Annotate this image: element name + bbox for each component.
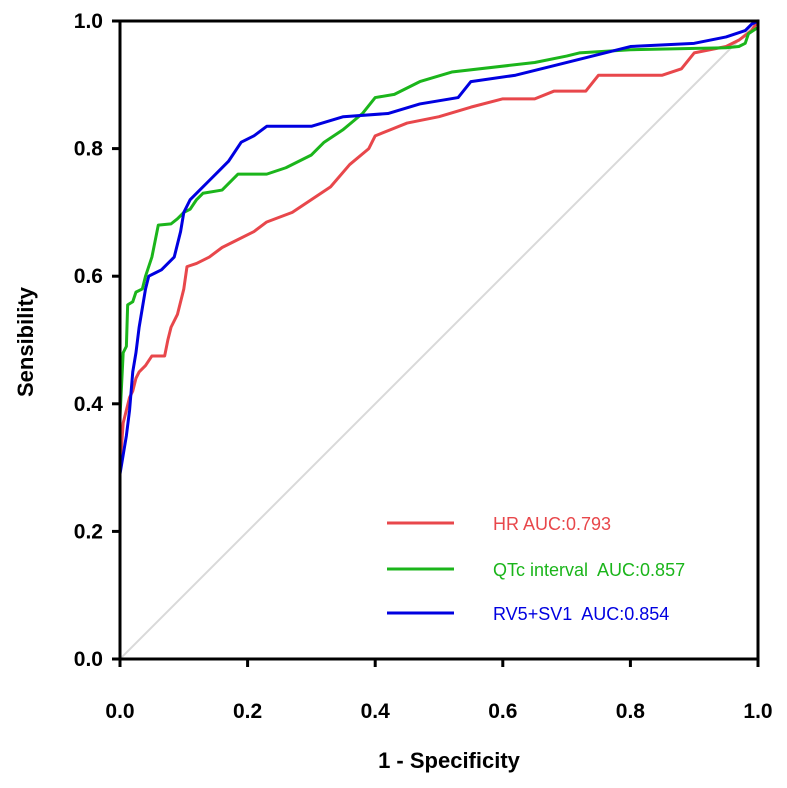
legend: HR AUC:0.793 QTc interval AUC:0.857 RV5+SV… (387, 514, 685, 624)
x-tick-label: 0.6 (488, 700, 517, 723)
y-axis-title: Sensibility (13, 286, 38, 397)
roc-curve-qtc-interval (118, 25, 760, 661)
y-tick-label: 1.0 (74, 10, 103, 33)
series-layer (118, 19, 760, 661)
ticks-layer: 0.0 0.2 0.4 0.6 0.8 1.0 0.0 0.2 0.4 0.6 0.8 1.0 (74, 10, 773, 723)
y-tick-label: 0.2 (74, 520, 103, 543)
x-tick-label: 0.0 (105, 700, 134, 723)
y-tick-label: 0.6 (74, 265, 103, 288)
plot-frame (118, 19, 760, 661)
reference-layer (119, 20, 759, 660)
y-tick-label: 0.0 (74, 648, 103, 671)
y-tick-label: 0.8 (74, 138, 104, 161)
legend-label: HR AUC:0.793 (493, 514, 611, 534)
x-axis-title: 1 - Specificity (378, 748, 521, 773)
x-tick-label: 0.4 (361, 700, 391, 723)
y-tick-label: 0.4 (74, 393, 104, 416)
roc-curve-hr (118, 19, 760, 661)
reference-diagonal-line (119, 20, 759, 660)
x-tick-label: 0.8 (616, 700, 646, 723)
legend-label: QTc interval AUC:0.857 (493, 560, 685, 580)
roc-curve-rv5-sv1 (118, 19, 760, 661)
axes-layer (118, 19, 760, 661)
x-tick-label: 1.0 (743, 700, 772, 723)
x-tick-label: 0.2 (233, 700, 262, 723)
legend-label: RV5+SV1 AUC:0.854 (493, 604, 669, 624)
